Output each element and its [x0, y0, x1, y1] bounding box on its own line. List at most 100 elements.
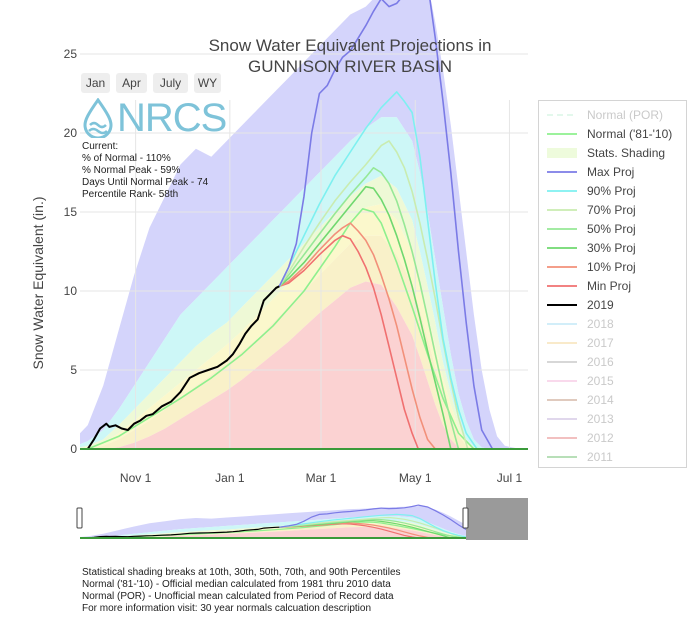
legend-swatch: [547, 114, 577, 116]
legend-label: 50% Proj: [587, 222, 636, 236]
legend-label: 2017: [587, 336, 614, 350]
footnote-normal-por: Normal (POR) - Unofficial mean calculate…: [82, 591, 394, 602]
legend-swatch: [547, 209, 577, 211]
mini-series-line-current: [87, 526, 280, 539]
range-button-july[interactable]: July: [153, 73, 188, 93]
x-tick-label: Mar 1: [306, 471, 337, 485]
legend-swatch: [547, 380, 577, 382]
series-line-p30: [278, 185, 528, 450]
footnote-more-info: For more information visit: 30 year norm…: [82, 603, 372, 614]
legend-swatch: [547, 285, 577, 287]
chart-title-line1: Snow Water Equivalent Projections in: [208, 36, 492, 55]
legend-swatch: [547, 304, 577, 306]
legend-swatch-fill: [547, 148, 577, 158]
mini-series-line-p90: [279, 513, 528, 539]
legend-swatch: [547, 228, 577, 230]
band-30-10: [80, 235, 528, 449]
mini-series-line-p50: [279, 518, 528, 539]
mini-series-line-p30: [279, 519, 528, 539]
legend-swatch: [547, 171, 577, 173]
series-line-normal: [87, 208, 528, 450]
mini-band-max-90: [80, 506, 528, 538]
range-slider[interactable]: [76, 498, 528, 540]
legend-swatch: [547, 148, 577, 158]
mini-series-line-max: [279, 504, 528, 539]
x-tick-label: Jul 1: [497, 471, 523, 485]
water-drop-icon: [83, 97, 113, 140]
mini-band-70-50: [80, 519, 528, 538]
footnote-normal-8110: Normal ('81-'10) - Official median calcu…: [82, 579, 391, 590]
legend-swatch: [547, 266, 577, 268]
stats-pct-normal-peak: % Normal Peak - 59%: [82, 165, 181, 176]
band-50-30: [80, 204, 528, 449]
legend-label: 2011: [587, 450, 613, 464]
range-button-jan[interactable]: Jan: [81, 73, 110, 93]
legend-swatch: [547, 456, 577, 458]
y-tick-label: 5: [70, 363, 77, 377]
legend-label: 2019: [587, 298, 614, 312]
y-tick-label: 20: [64, 126, 78, 140]
band-70-50: [80, 175, 528, 449]
y-tick-label: 25: [64, 47, 78, 61]
legend-label: 2016: [587, 355, 614, 369]
legend-label: 10% Proj: [587, 260, 636, 274]
range-button-wy[interactable]: WY: [194, 73, 221, 93]
footnote-shading: Statistical shading breaks at 10th, 30th…: [82, 567, 401, 578]
legend-swatch: [547, 418, 577, 420]
chart-title-line2: GUNNISON RIVER BASIN: [247, 57, 453, 76]
legend-label: Stats. Shading: [587, 146, 666, 160]
percentile-bands: [80, 0, 528, 449]
legend-swatch: [547, 342, 577, 344]
band-90-70: [80, 117, 528, 449]
legend-swatch: [547, 399, 577, 401]
legend-swatch: [547, 323, 577, 325]
legend-label: Min Proj: [587, 279, 632, 293]
y-axis-title: Snow Water Equivalent (in.): [30, 197, 46, 370]
series-line-p50: [278, 167, 528, 450]
legend-swatch: [547, 133, 577, 135]
stats-pct-normal: % of Normal - 110%: [82, 153, 171, 164]
x-tick-label: Nov 1: [120, 471, 152, 485]
band-10-min: [80, 281, 528, 449]
current-stats: Current: % of Normal - 110% % Normal Pea…: [82, 141, 208, 201]
stats-percentile-rank: Percentile Rank- 58th: [82, 189, 179, 200]
mini-series-line-normal: [87, 521, 528, 539]
legend: Normal (POR) Normal ('81-'10) Stats. Shadi…: [538, 100, 687, 468]
legend-label: 2012: [587, 431, 614, 445]
series-line-p90: [278, 91, 528, 450]
x-tick-label: May 1: [399, 471, 432, 485]
legend-label: 2015: [587, 374, 614, 388]
y-tick-label: 10: [64, 284, 78, 298]
series-line-current: [86, 285, 280, 450]
series-line-min: [279, 234, 528, 450]
legend-label: 2013: [587, 412, 614, 426]
series-line-max: [278, 0, 528, 450]
legend-label: Normal (POR): [587, 108, 664, 122]
range-slider-right-handle[interactable]: [462, 507, 469, 529]
range-slider-left-handle[interactable]: [76, 507, 83, 529]
stats-days-until-peak: Days Until Normal Peak - 74: [82, 177, 209, 188]
projection-lines: [80, 0, 528, 450]
legend-label: 70% Proj: [587, 203, 636, 217]
legend-label: 2018: [587, 317, 614, 331]
range-button-apr[interactable]: Apr: [116, 73, 147, 93]
band-max-90: [80, 0, 528, 449]
range-slider-mask: [466, 498, 528, 540]
legend-label: Max Proj: [587, 165, 635, 179]
x-tick-label: Jan 1: [215, 471, 245, 485]
y-tick-label: 0: [70, 442, 77, 456]
legend-swatch: [547, 361, 577, 363]
nrcs-logo-text: NRCS: [117, 96, 227, 140]
legend-label: 30% Proj: [587, 241, 636, 255]
legend-swatch: [547, 190, 577, 192]
nrcs-logo: [80, 97, 116, 143]
y-tick-label: 15: [64, 205, 78, 219]
legend-label: 2014: [587, 393, 614, 407]
legend-label: Normal ('81-'10): [587, 127, 673, 141]
legend-swatch: [547, 247, 577, 249]
legend-swatch: [547, 437, 577, 439]
legend-label: 90% Proj: [587, 184, 636, 198]
stats-header: Current:: [82, 141, 119, 152]
